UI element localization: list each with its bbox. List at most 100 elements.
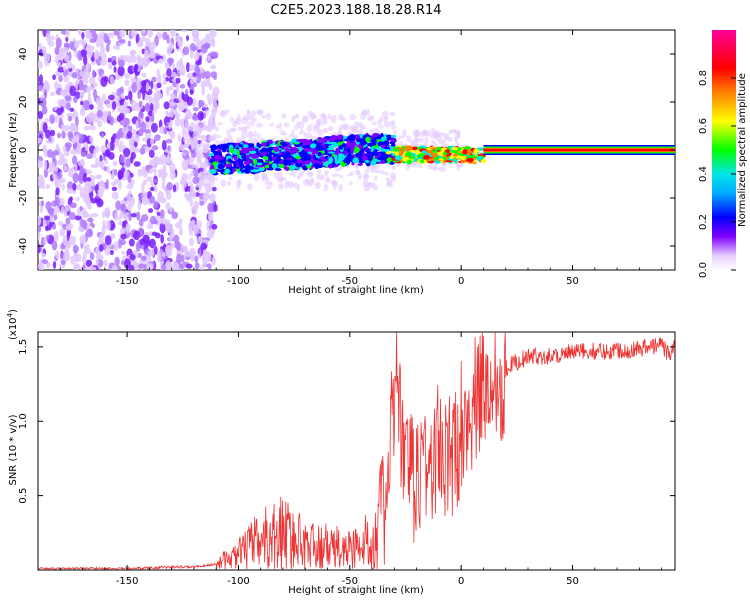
spectrogram-cell <box>117 171 124 180</box>
spectrogram-cell <box>281 113 287 119</box>
spectrogram-cell <box>203 167 208 175</box>
spectrogram-cell <box>214 154 222 161</box>
spectrogram-cell <box>127 175 132 183</box>
spectrogram-cell <box>317 136 323 141</box>
spectrogram-cell <box>321 121 325 125</box>
spectrogram-cell <box>366 154 374 161</box>
colorbar-tick-label: 0.2 <box>698 214 709 230</box>
spectrogram-cell <box>181 91 185 100</box>
spectrogram-cell <box>183 116 189 121</box>
spectrogram-cell <box>171 228 175 236</box>
spectrogram-cell <box>101 211 106 219</box>
spectrogram-cell <box>293 182 298 189</box>
spectrogram-cell <box>76 30 81 34</box>
spectrogram-cell <box>384 153 389 159</box>
spectrogram-cell <box>278 122 283 130</box>
spectrogram-cell <box>103 166 108 172</box>
spectrogram-cell <box>178 143 185 151</box>
spectrogram-cell <box>295 156 302 160</box>
spectrogram-cell <box>44 215 50 221</box>
spectrogram-cell <box>60 123 65 132</box>
spectrogram-cell <box>421 150 427 154</box>
spectrogram-cell <box>135 120 139 130</box>
snr-xtick-label: -50 <box>342 576 358 587</box>
spectrogram-cell <box>146 224 154 229</box>
spectrogram-cell <box>450 129 458 133</box>
spectrogram-cell <box>158 92 163 99</box>
spectrogram-cell <box>120 260 125 266</box>
spectrogram-cell <box>223 144 228 151</box>
spectrogram-cell <box>256 162 263 166</box>
spectrogram-cell <box>191 114 200 121</box>
spectrogram-cell <box>47 208 51 214</box>
spectrogram-cell <box>133 230 141 241</box>
spectrogram-cell <box>45 225 49 232</box>
spectrogram-cell <box>55 250 59 259</box>
snr-xtick-label: -150 <box>116 576 139 587</box>
spectrogram-cell <box>192 72 197 78</box>
spectrogram-cell <box>63 124 71 132</box>
spectrogram-cell <box>456 130 461 137</box>
spectrogram-cell <box>137 199 142 211</box>
spectrogram-cell <box>372 121 377 126</box>
spectrogram-cell <box>60 243 66 250</box>
spectrogram-cell <box>148 41 157 50</box>
spectrogram-cell <box>203 76 211 87</box>
spectrogram-cell <box>305 132 313 140</box>
spectrogram-cell <box>85 31 92 39</box>
spectrogram-cell <box>202 143 209 154</box>
spectrogram-cell <box>310 143 317 149</box>
spectrogram-cell <box>249 119 255 127</box>
spectrogram-cell <box>163 126 168 135</box>
spectrogram-cell <box>141 214 149 222</box>
spectrogram-cell <box>131 82 138 93</box>
snr-ytick-label: 1.5 <box>18 339 29 355</box>
spectrogram-cell <box>120 233 127 240</box>
spectrogram-cell <box>99 154 103 163</box>
spectrogram-cell <box>123 106 128 114</box>
spectrogram-cell <box>103 259 108 267</box>
spectrogram-cell <box>75 116 79 127</box>
spectrogram-cell <box>62 145 67 153</box>
spectrogram-cell <box>306 126 313 133</box>
spectrogram-cell <box>161 217 167 225</box>
spectrogram-cell <box>110 55 117 62</box>
spectrogram-cell <box>52 224 57 230</box>
spectrogram-cell <box>92 82 98 87</box>
spectrogram-cell <box>63 150 70 157</box>
spectrogram-cell <box>156 68 161 79</box>
spectrogram-cell <box>129 50 135 57</box>
spectrogram-cell <box>206 93 211 101</box>
spectrogram-cell <box>327 163 333 169</box>
spectrogram-cell <box>390 134 397 138</box>
spectrogram-cell <box>186 140 194 147</box>
spectrogram-cell <box>47 149 54 158</box>
spectrogram-cell <box>118 39 126 44</box>
spectrogram-cell <box>172 184 177 193</box>
spectrogram-cell <box>370 166 376 174</box>
spectrogram-cell <box>324 160 331 165</box>
spectrogram-cell <box>200 266 204 270</box>
spectrogram-cell <box>349 113 357 121</box>
spectrogram-cell <box>109 140 115 151</box>
spectrogram-cell <box>55 37 62 49</box>
spectrogram-cell <box>125 223 131 234</box>
spectrogram-cell <box>106 220 111 231</box>
spectrogram-cell <box>276 176 283 182</box>
spectrogram-cell <box>38 137 43 144</box>
spectrogram-cell <box>90 45 95 51</box>
spectrogram-cell <box>111 264 118 270</box>
spectrogram-cell <box>454 159 458 164</box>
spectrogram-cell <box>65 224 72 231</box>
spectrogram-cell <box>178 69 186 76</box>
spectrogram-cell <box>162 251 166 258</box>
spectrogram-cell <box>213 133 217 141</box>
spectrogram-cell <box>66 61 73 69</box>
spectrogram-cell <box>79 205 83 212</box>
spectrogram-cell <box>477 156 483 161</box>
spectrogram-cell <box>162 172 166 183</box>
spectrogram-cell <box>38 263 42 270</box>
spectrogram-cell <box>60 88 66 97</box>
spectrogram-cell <box>220 179 227 188</box>
spectrogram-cell <box>236 137 241 144</box>
